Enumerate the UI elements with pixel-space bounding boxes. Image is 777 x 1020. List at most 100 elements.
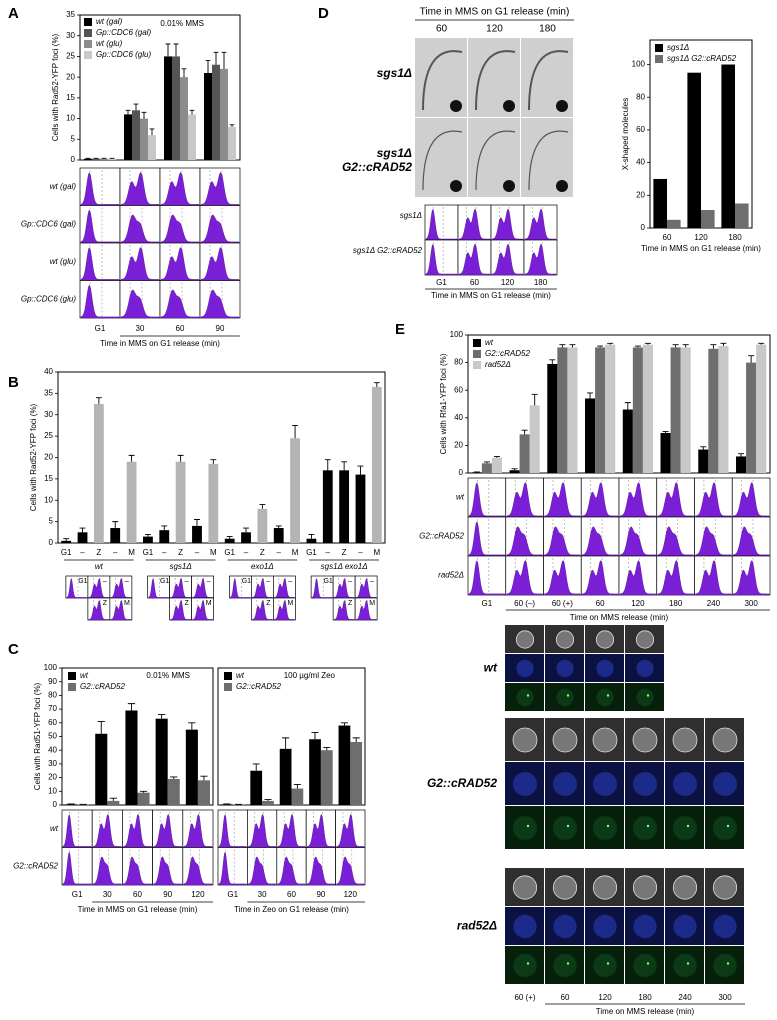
x-tick-label: – [276,548,281,557]
gel-spot [503,100,515,112]
facs-histogram [123,856,152,886]
plot-frame [79,14,241,161]
error-bar [141,111,147,119]
bar [567,347,578,473]
cell-outline [635,630,655,649]
cell-outline [713,914,737,939]
error-bar [493,455,500,458]
error-bar [252,763,260,771]
bar [100,158,108,160]
x-tick-label: G1 [227,890,238,899]
x-tick-label: 120 [191,890,205,899]
facs-histogram [200,247,240,281]
error-bar [738,453,745,457]
error-bar [293,784,301,789]
facs-histogram [274,578,295,599]
cell-outline [593,816,617,840]
gel-column-label: 120 [486,24,503,35]
cell-outline [713,772,737,796]
cell-outline [636,659,654,678]
bar [653,178,667,228]
facs-column-label: 180 [534,278,548,287]
error-bar [144,534,151,537]
bar [585,398,596,473]
legend-label: wt (gal) [96,17,123,26]
error-bar [352,737,360,742]
cell-outline [513,914,537,939]
cell-outline [673,816,697,840]
error-bar [133,103,139,111]
bar [339,470,350,543]
y-tick-label: 0 [49,538,54,547]
y-tick-label: 5 [49,517,54,526]
y-tick-label: 0 [53,800,58,809]
error-bar [161,525,168,531]
facs-histogram [230,578,251,599]
error-bar [662,431,669,433]
error-bar [308,534,315,539]
y-tick-label: 20 [636,190,645,199]
error-bar [229,124,235,127]
error-bar [644,342,651,345]
bar [188,114,196,160]
facs-caption: Time in MMS on G1 release (min) [78,905,198,914]
error-bar [559,344,566,348]
facs-histogram [468,521,505,557]
x-tick-label: Z [260,548,265,557]
cell-outline [593,914,617,939]
facs-mini-label: – [370,578,374,585]
error-bar [521,429,528,435]
annotation: 0.01% MMS [146,671,190,680]
facs-histogram [62,851,92,886]
facs-histogram [200,214,240,244]
panel-label: B [8,374,19,391]
legend-label: wt [236,671,245,680]
facs-histogram [183,814,213,848]
facs-column-label: 120 [501,278,515,287]
y-tick-label: 35 [66,10,75,19]
legend-label: G2::cRAD52 [485,349,530,358]
gel-arc [422,50,463,111]
y-tick-label: 10 [48,786,57,795]
error-bar [165,43,171,57]
x-tick-label: 180 [728,233,742,242]
bar [355,474,366,543]
focus [606,962,610,965]
facs-histogram [619,482,656,518]
error-bar [97,720,105,734]
legend-swatch [84,29,92,37]
facs-mini-label: – [288,578,292,585]
focus [726,824,730,828]
gel-column-label: 60 [436,24,448,35]
error-bar [125,109,131,115]
focus [686,962,690,965]
error-bar [340,722,348,726]
y-tick-label: 25 [66,52,75,61]
facs-row-label: wt (glu) [50,257,77,266]
legend-swatch [68,672,76,680]
error-bar [292,424,299,439]
panel-label: C [8,641,19,658]
bar [698,449,709,473]
facs-mini-label: M [369,600,375,607]
bar [718,346,729,473]
bar [212,64,220,160]
x-tick-label: 60 [663,233,672,242]
x-tick-label: – [113,548,118,557]
error-bar [177,454,184,462]
facs-histogram [93,814,122,848]
bar [557,347,568,473]
cell-outline [513,816,537,840]
bar [721,64,735,229]
facs-histogram [657,526,694,557]
error-bar [624,402,631,410]
error-bar [710,344,717,349]
y-tick-label: 15 [44,474,53,483]
bar [471,472,482,473]
bar [306,538,317,543]
legend-label: rad52Δ [485,360,511,369]
bar [667,219,681,228]
bar [509,470,520,473]
facs-histogram [695,482,732,518]
focus [646,962,650,965]
